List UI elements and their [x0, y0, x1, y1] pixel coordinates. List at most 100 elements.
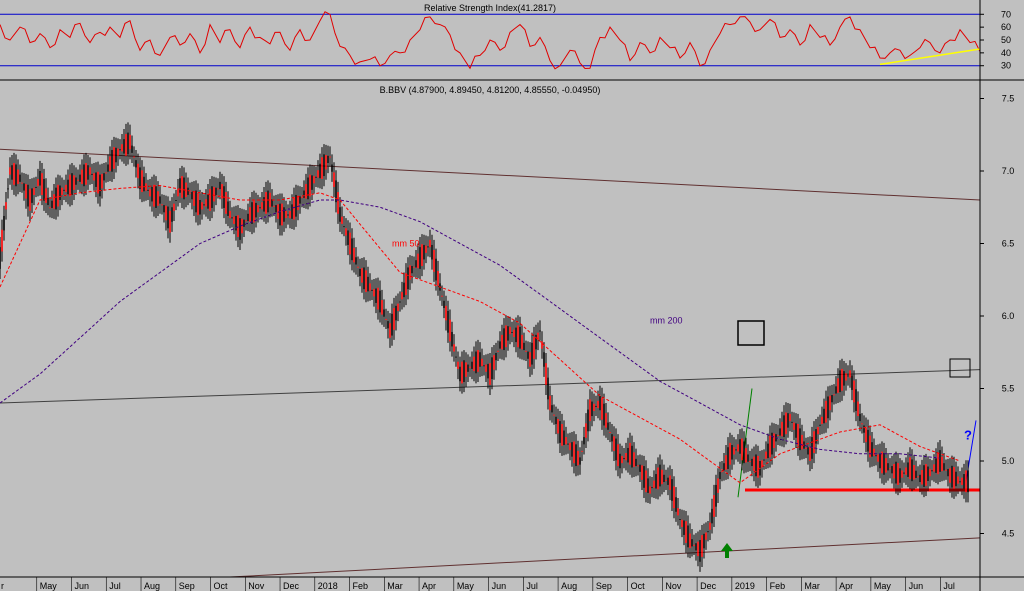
candle-body: [737, 444, 739, 452]
candle-body: [825, 400, 827, 423]
price-panel: B.BBV (4.87900, 4.89450, 4.81200, 4.8555…: [0, 85, 1014, 578]
candle-body: [375, 288, 377, 303]
candle-body: [651, 487, 653, 489]
candle-body: [885, 458, 887, 473]
candle-body: [305, 184, 307, 199]
candle-body: [39, 171, 41, 186]
x-tick-label: 2018: [318, 581, 338, 591]
candle-body: [17, 169, 19, 185]
candle-body: [899, 468, 901, 483]
candle-body: [867, 429, 869, 452]
candle-body: [853, 380, 855, 403]
candle-body: [107, 164, 109, 172]
candle-body: [563, 430, 565, 446]
candle-body: [97, 171, 99, 194]
candle-body: [133, 156, 135, 158]
x-tick-label: Apr: [839, 581, 853, 591]
candle-body: [285, 210, 287, 219]
candle-body: [553, 414, 555, 416]
candle-body: [933, 464, 935, 472]
candle-body: [607, 422, 609, 430]
candle-body: [211, 186, 213, 208]
candle-body: [267, 190, 269, 213]
candle-body: [425, 245, 427, 253]
candle-body: [301, 197, 303, 199]
candle-body: [543, 352, 545, 367]
candle-body: [379, 290, 381, 313]
candle-body: [561, 424, 563, 446]
candle-body: [83, 164, 85, 187]
trendline: [0, 148, 981, 201]
candle-body: [823, 408, 825, 424]
up-arrow-icon: [721, 543, 733, 558]
candle-body: [131, 145, 133, 153]
candle-body: [361, 268, 363, 283]
candle-body: [881, 451, 883, 474]
candle-body: [273, 205, 275, 207]
candle-body: [315, 176, 317, 178]
candle-body: [207, 194, 209, 209]
candle-body: [909, 457, 911, 480]
candle-body: [33, 187, 35, 195]
candle-body: [743, 441, 745, 464]
candle-body: [91, 173, 93, 175]
candle-body: [939, 450, 941, 472]
candle-body: [195, 190, 197, 213]
candle-body: [627, 447, 629, 463]
candle-body: [851, 375, 853, 390]
candle-body: [551, 405, 553, 413]
candle-body: [559, 421, 561, 443]
candle-body: [683, 520, 685, 535]
candle-body: [85, 163, 87, 185]
candle-body: [517, 325, 519, 348]
candle-body: [415, 260, 417, 268]
candle-body: [639, 464, 641, 472]
candle-body: [533, 337, 535, 359]
candle-body: [53, 194, 55, 209]
candle-body: [599, 395, 601, 411]
candle-body: [295, 194, 297, 217]
candle-body: [185, 182, 187, 198]
candle-body: [405, 273, 407, 295]
candle-body: [227, 201, 229, 216]
x-tick-label: Jun: [909, 581, 924, 591]
candle-body: [685, 521, 687, 543]
x-tick-label: Jul: [943, 581, 955, 591]
candle-body: [427, 246, 429, 248]
candle-body: [467, 364, 469, 372]
candle-body: [325, 155, 327, 170]
x-tick-label: Mar: [804, 581, 820, 591]
candle-body: [877, 454, 879, 462]
candle-body: [687, 525, 689, 548]
candle-body: [323, 154, 325, 177]
candle-body: [523, 342, 525, 351]
x-tick-label: Dec: [283, 581, 300, 591]
x-tick-label: Jun: [492, 581, 507, 591]
candle-body: [215, 187, 217, 195]
candle-body: [953, 466, 955, 489]
candle-body: [3, 215, 5, 231]
candle-body: [833, 394, 835, 396]
candle-body: [13, 163, 15, 185]
candle-body: [37, 178, 39, 187]
candle-body: [667, 477, 669, 485]
candle-body: [545, 363, 547, 385]
candle-body: [783, 415, 785, 438]
candle-body: [821, 416, 823, 425]
candle-body: [289, 210, 291, 219]
candle-body: [261, 202, 263, 210]
candle-body: [435, 258, 437, 281]
candle-body: [397, 303, 399, 311]
candle-body: [189, 192, 191, 194]
candle-body: [755, 454, 757, 477]
candle-body: [583, 437, 585, 445]
candle-body: [7, 188, 9, 190]
candle-body: [411, 265, 413, 274]
candle-body: [319, 163, 321, 179]
candle-body: [501, 334, 503, 350]
candle-body: [925, 464, 927, 486]
candle-body: [187, 187, 189, 195]
candle-body: [203, 204, 205, 206]
candle-body: [903, 472, 905, 474]
